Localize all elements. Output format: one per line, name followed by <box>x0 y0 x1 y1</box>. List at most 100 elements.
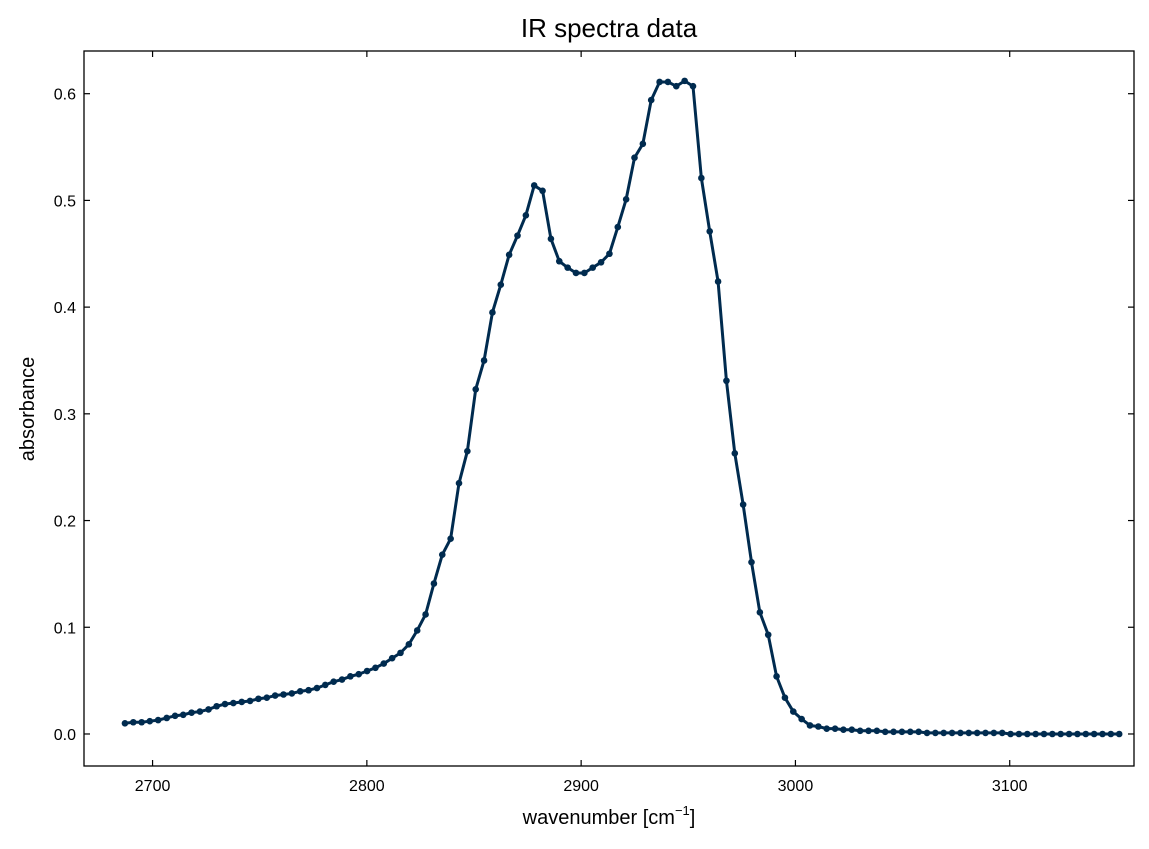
data-point <box>664 78 672 86</box>
x-axis-ticks: 2700 2800 2900 3000 3100 <box>135 51 1028 795</box>
data-point <box>748 558 755 566</box>
data-point <box>255 695 262 703</box>
data-point <box>815 723 822 730</box>
data-point <box>397 649 404 657</box>
x-tick-label: 2700 <box>135 778 171 795</box>
data-point <box>480 357 488 364</box>
data-point <box>497 281 505 289</box>
y-tick-label: 0.5 <box>54 193 76 210</box>
data-point <box>321 681 329 689</box>
data-point <box>1057 730 1065 738</box>
data-point <box>489 309 496 316</box>
data-point <box>171 712 179 720</box>
data-point <box>1090 730 1098 738</box>
data-point <box>865 727 872 735</box>
x-tick-label: 2800 <box>349 778 385 795</box>
data-point <box>455 479 463 487</box>
x-tick-label: 3000 <box>778 778 814 795</box>
data-point <box>154 716 162 724</box>
data-point <box>806 722 814 729</box>
data-point <box>305 686 312 694</box>
data-point <box>622 196 630 203</box>
data-point <box>1007 730 1014 738</box>
data-point <box>547 235 555 243</box>
data-point <box>238 698 246 706</box>
data-point <box>347 673 354 680</box>
data-point <box>823 725 831 732</box>
data-point <box>430 580 438 587</box>
data-point <box>1107 730 1115 738</box>
series-layer <box>121 77 1123 738</box>
data-point <box>932 729 939 737</box>
data-point <box>288 690 296 697</box>
data-point <box>221 700 229 708</box>
data-point <box>681 77 688 85</box>
data-point <box>539 187 546 195</box>
y-tick-label: 0.0 <box>54 727 76 744</box>
data-point <box>1049 730 1056 738</box>
x-tick-label: 3100 <box>992 778 1028 795</box>
data-point <box>589 264 597 271</box>
data-point <box>363 667 371 675</box>
data-point <box>380 660 388 667</box>
data-point <box>372 664 379 672</box>
x-axis-label: wavenumber [cm−1] <box>522 803 696 829</box>
y-tick-label: 0.3 <box>54 407 76 424</box>
data-point <box>313 684 321 692</box>
data-point <box>915 728 922 736</box>
data-point <box>163 714 171 722</box>
x-axis-label-close: ] <box>690 807 696 829</box>
y-axis-ticks: 0.0 0.1 0.2 0.3 0.4 0.5 0.6 <box>54 87 1134 744</box>
data-point <box>1074 730 1081 738</box>
data-point <box>271 692 279 699</box>
data-point <box>205 706 212 713</box>
x-tick-label: 2900 <box>563 778 599 795</box>
data-point <box>1032 730 1039 738</box>
data-point <box>1040 730 1048 738</box>
data-point <box>873 727 881 735</box>
data-point <box>447 535 454 542</box>
data-point <box>564 264 571 271</box>
data-point <box>196 708 204 715</box>
data-point <box>230 699 237 707</box>
data-point <box>714 278 722 285</box>
data-point <box>179 711 187 719</box>
data-point <box>213 702 220 710</box>
data-point <box>998 729 1006 737</box>
data-point <box>338 676 346 683</box>
data-point <box>572 269 580 277</box>
data-point <box>1082 730 1090 738</box>
data-point <box>940 729 948 737</box>
data-point <box>138 718 145 726</box>
y-tick-label: 0.6 <box>54 87 76 104</box>
data-point <box>990 729 998 737</box>
data-point <box>764 631 772 639</box>
data-point <box>246 697 254 705</box>
data-point <box>881 728 889 736</box>
data-point <box>280 691 287 698</box>
data-point <box>948 729 956 737</box>
data-point <box>831 725 839 732</box>
data-point <box>614 223 622 231</box>
data-point <box>781 694 789 701</box>
plot-frame <box>83 50 1135 767</box>
data-point <box>973 729 981 737</box>
data-point <box>422 611 429 618</box>
data-point <box>706 228 714 235</box>
chart-title: IR spectra data <box>521 13 698 43</box>
data-point <box>296 688 304 695</box>
data-point <box>731 450 739 457</box>
data-point <box>965 729 973 737</box>
data-point <box>672 82 680 90</box>
y-tick-label: 0.2 <box>54 514 76 531</box>
data-point <box>405 641 413 648</box>
data-point <box>555 257 563 265</box>
data-point <box>1065 730 1073 738</box>
data-point <box>647 96 655 104</box>
data-point <box>581 269 588 277</box>
data-point <box>1015 730 1023 738</box>
y-axis-label: absorbance <box>17 357 39 462</box>
x-axis-label-superscript: −1 <box>675 803 690 818</box>
data-point <box>355 670 363 678</box>
data-point <box>188 709 195 716</box>
